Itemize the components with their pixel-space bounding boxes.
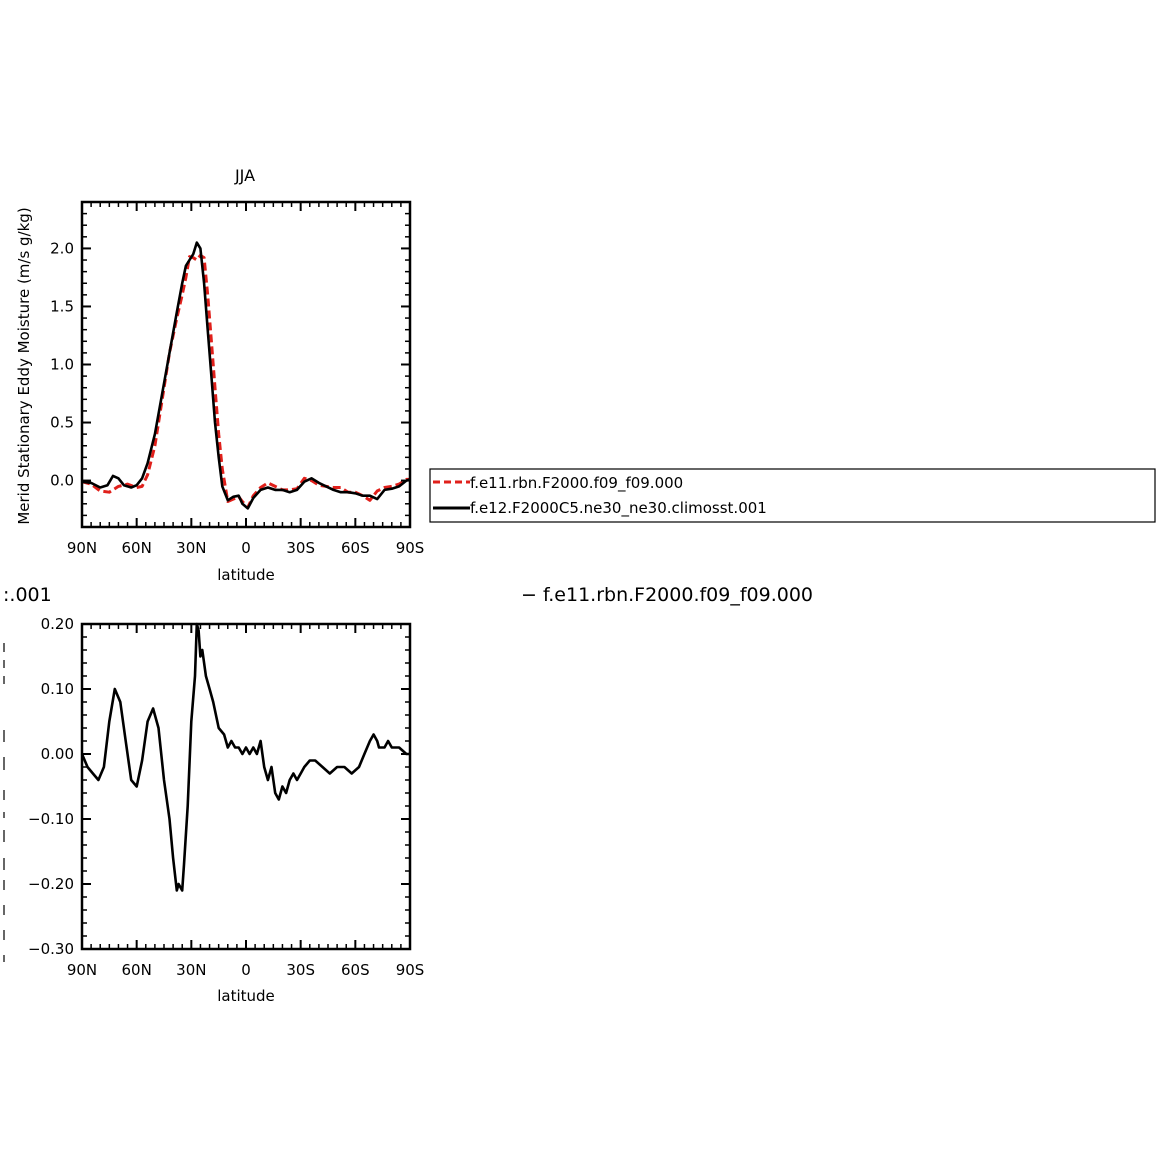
series-group <box>81 241 411 510</box>
x-axis-label: latitude <box>217 987 275 1005</box>
legend: f.e11.rbn.F2000.f09_f09.000 f.e12.F2000C… <box>429 468 1156 523</box>
y-tick-label: 2.0 <box>50 239 74 257</box>
y-tick-label: 0.20 <box>41 615 74 633</box>
x-tick-label: 30S <box>286 961 315 979</box>
series-line-1 <box>81 253 410 509</box>
panel-top: JJA 90N 60N 30N 0 30S 60S 90S 0.0 0.5 1.0 1.5 2.0 l… <box>15 166 424 584</box>
plot-frame <box>80 622 412 951</box>
title-fragment: :.001 <box>3 584 52 606</box>
legend-entry-label: f.e11.rbn.F2000.f09_f09.000 <box>470 474 683 493</box>
axis-ticks: 90N 60N 30N 0 30S 60S 90S 0.0 0.5 1.0 1.5 2.0 <box>50 201 425 557</box>
legend-entry-label: f.e12.F2000C5.ne30_ne30.climosst.001 <box>470 499 767 518</box>
series-group <box>80 622 410 892</box>
y-tick-label: 1.0 <box>50 356 74 374</box>
chart-title: JJA <box>234 166 255 185</box>
y-tick-label: 0.0 <box>50 472 74 490</box>
panel-bottom: :.001 − f.e11.rbn.F2000.f09_f09.000 90N 6… <box>3 584 813 1005</box>
x-tick-label: 30N <box>176 539 206 557</box>
x-tick-label: 90S <box>396 961 425 979</box>
x-tick-label: 30N <box>176 961 206 979</box>
x-tick-label: 60N <box>122 961 152 979</box>
legend-text: − f.e11.rbn.F2000.f09_f09.000 <box>521 584 813 606</box>
axis-ticks: 90N 60N 30N 0 30S 60S 90S 0.20 0.10 0.00 −0.10 −0.2… <box>28 615 424 979</box>
y-tick-label: 0.00 <box>41 745 74 763</box>
x-tick-label: 90N <box>67 961 97 979</box>
y-tick-label: 0.10 <box>41 680 74 698</box>
x-axis-label: latitude <box>217 566 275 584</box>
plot-frame <box>80 200 412 529</box>
x-tick-label: 30S <box>286 539 315 557</box>
legend-frame <box>429 468 1156 523</box>
x-tick-label: 60S <box>341 961 370 979</box>
x-tick-label: 60N <box>122 539 152 557</box>
x-tick-label: 60S <box>341 539 370 557</box>
series-line-2 <box>81 241 411 510</box>
series-line-1 <box>80 622 410 892</box>
y-tick-label: −0.20 <box>28 875 74 893</box>
x-tick-label: 90S <box>396 539 425 557</box>
y-tick-label: 0.5 <box>50 414 74 432</box>
y-tick-label: −0.30 <box>28 940 74 958</box>
y-axis-label: Merid Stationary Eddy Moisture (m/s g/kg… <box>15 207 33 524</box>
x-tick-label: 0 <box>241 539 251 557</box>
x-tick-label: 0 <box>241 961 251 979</box>
x-tick-label: 90N <box>67 539 97 557</box>
y-tick-label: −0.10 <box>28 810 74 828</box>
y-tick-label: 1.5 <box>50 297 74 315</box>
